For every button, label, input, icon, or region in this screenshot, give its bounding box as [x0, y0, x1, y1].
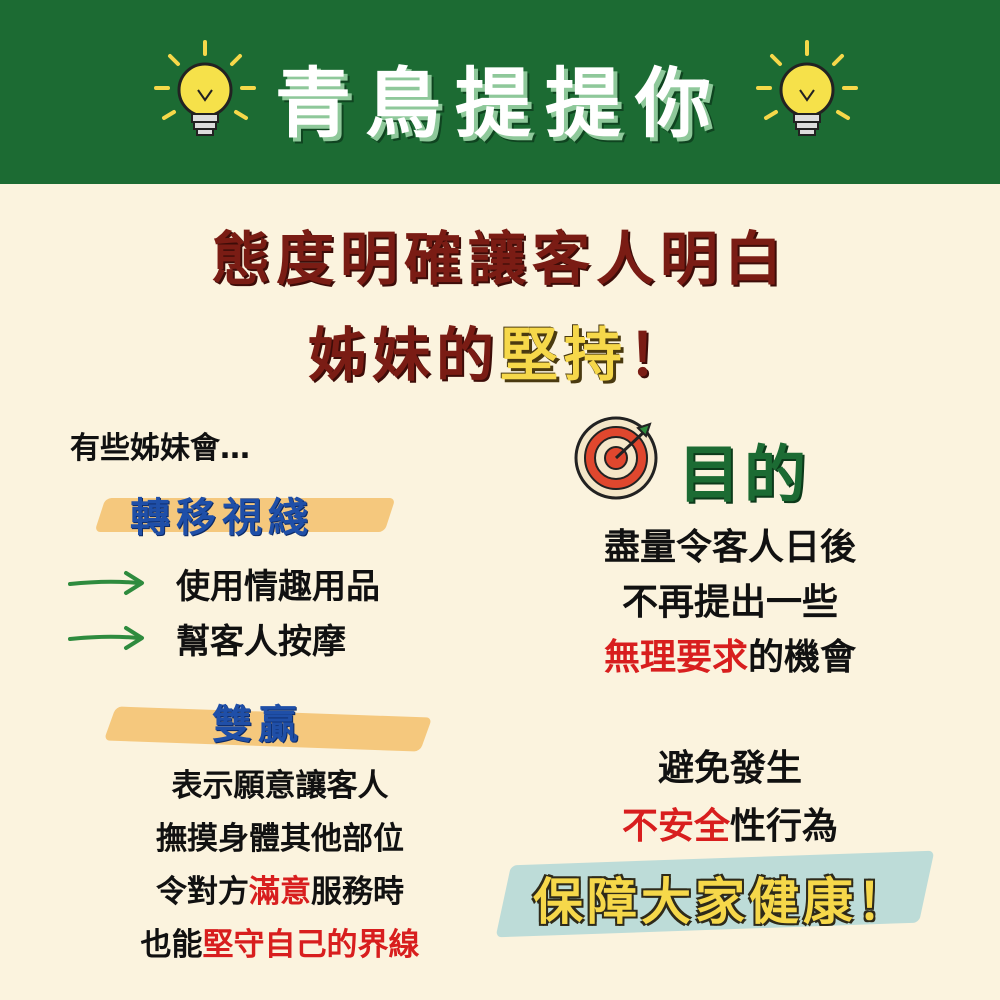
win-line-3-b: 服務時 [311, 874, 404, 910]
goal-title: 目的 [678, 438, 811, 511]
avoid-line-2: 不安全性行為 [520, 798, 940, 856]
avoid-description: 避免發生 不安全性行為 [520, 740, 940, 856]
lightbulb-icon [154, 40, 256, 136]
win-line-3-red: 滿意 [249, 874, 311, 910]
win-line-4-a: 也能 [140, 927, 203, 963]
header-banner: 青鳥提提你 [0, 0, 1000, 184]
list-item-label: 使用情趣用品 [176, 566, 380, 607]
goal-line-3: 無理要求的機會 [520, 630, 940, 685]
list-item: 使用情趣用品 [68, 558, 380, 608]
lightbulb-icon [756, 40, 858, 136]
avoid-line-2-red: 不安全 [621, 806, 730, 847]
win-line-3: 令對方滿意服務時 [90, 866, 470, 919]
intro-text: 有些姊妹會… [70, 431, 250, 466]
win-line-3-a: 令對方 [156, 874, 249, 910]
arrow-right-icon [68, 571, 144, 595]
avoid-line-2-b: 性行為 [730, 806, 839, 847]
goal-line-3-b: 的機會 [748, 637, 857, 678]
section-title-divert: 轉移視綫 [130, 495, 314, 541]
headline-line1: 態度明確讓客人明白 [211, 225, 788, 293]
goal-description: 盡量令客人日後 不再提出一些 無理要求的機會 [520, 520, 940, 685]
headline-highlight: 堅持 [499, 321, 628, 389]
goal-line-2: 不再提出一些 [621, 582, 838, 623]
goal-line-3-red: 無理要求 [603, 637, 748, 678]
headline-line2: 姊妹的堅持！ [0, 308, 1000, 392]
win-line-4: 也能堅守自己的界線 [90, 919, 470, 972]
win-line-2: 撫摸身體其他部位 [156, 821, 404, 857]
headline-line2-prefix: 姊妹的 [307, 321, 500, 389]
win-line-4-red: 堅守自己的界線 [202, 927, 420, 963]
target-icon [574, 416, 658, 500]
win-win-description: 表示願意讓客人 撫摸身體其他部位 令對方滿意服務時 也能堅守自己的界線 [90, 760, 470, 972]
header-title: 青鳥提提你 [275, 59, 725, 148]
arrow-right-icon [68, 626, 144, 650]
final-slogan: 保障大家健康！ [533, 873, 911, 931]
avoid-line-1: 避免發生 [657, 748, 802, 789]
section-title-win-win: 雙贏 [212, 702, 304, 748]
goal-line-1: 盡量令客人日後 [603, 527, 856, 568]
list-item-label: 幫客人按摩 [176, 621, 346, 662]
headline-line2-suffix: ！ [628, 321, 693, 389]
win-line-1: 表示願意讓客人 [171, 768, 389, 804]
list-item: 幫客人按摩 [68, 613, 346, 663]
